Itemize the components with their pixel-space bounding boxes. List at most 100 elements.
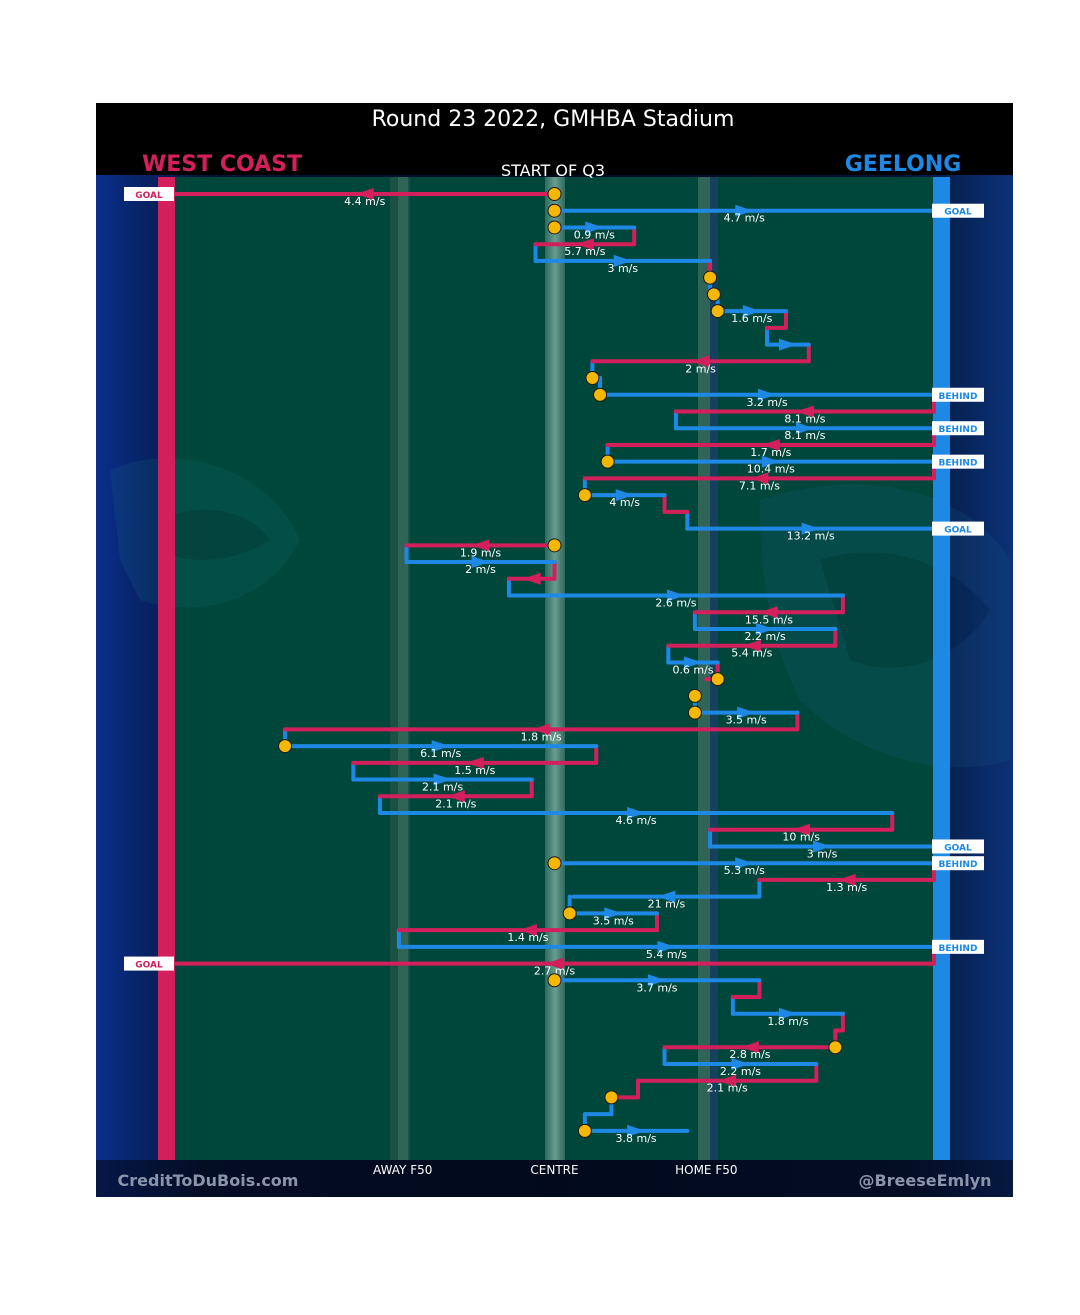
speed-label: 1.9 m/s <box>460 546 501 559</box>
stoppage-marker <box>600 454 615 469</box>
chain-arrow <box>666 589 685 602</box>
stoppage-marker <box>562 906 577 921</box>
speed-label: 4.6 m/s <box>616 814 657 827</box>
outcome-label: GOAL <box>135 191 163 201</box>
chain-arrow <box>759 606 778 619</box>
speed-label: 2.7 m/s <box>534 965 575 978</box>
speed-label: 3 m/s <box>807 847 838 860</box>
chain-arrow <box>471 556 490 569</box>
speed-label: 7.1 m/s <box>739 479 780 492</box>
stoppage-marker <box>547 187 562 201</box>
stoppage-marker <box>604 1090 619 1105</box>
speed-label: 2.1 m/s <box>707 1082 748 1095</box>
chain-arrow <box>684 656 703 669</box>
outcome-label: BEHIND <box>939 860 978 870</box>
chain-layer: 4.4 m/s4.7 m/s0.9 m/s5.7 m/s3 m/s1.6 m/s… <box>173 187 936 1145</box>
speed-label: 4.7 m/s <box>724 212 765 225</box>
chain-arrow <box>792 823 811 836</box>
chain-arrow <box>731 1057 750 1070</box>
stoppage-marker <box>687 705 702 720</box>
speed-label: 5.4 m/s <box>731 647 772 660</box>
outcome-label: BEHIND <box>939 944 978 954</box>
speed-label: 3.5 m/s <box>593 914 634 927</box>
outcome-tag <box>932 203 984 218</box>
chain-arrow <box>355 188 374 200</box>
speed-label: 4.4 m/s <box>344 195 385 208</box>
outcome-tag <box>932 839 984 854</box>
chain-arrow <box>801 522 820 535</box>
chain-arrow <box>657 890 676 903</box>
chain-arrow <box>627 1124 646 1137</box>
chain-arrow <box>795 422 814 435</box>
stoppage-marker <box>687 688 702 703</box>
speed-label: 21 m/s <box>648 898 686 911</box>
header-band <box>96 103 1013 175</box>
chain-arrow <box>545 957 564 970</box>
chain-arrow <box>718 1074 737 1087</box>
chain-arrow <box>742 639 761 652</box>
away-f50-line <box>398 177 408 1160</box>
outcome-tag <box>932 454 984 469</box>
outcome-label: BEHIND <box>939 425 978 435</box>
x-tick-label: HOME F50 <box>675 1163 737 1177</box>
chain-arrow <box>756 622 775 635</box>
credit-right: @BreeseEmlyn <box>858 1171 991 1190</box>
speed-label: 1.3 m/s <box>826 881 867 894</box>
stoppage-marker <box>585 371 600 386</box>
speed-label: 2.2 m/s <box>745 630 786 643</box>
chain-arrow <box>657 940 676 953</box>
chain-arrow <box>761 438 780 451</box>
speed-label: 2.8 m/s <box>729 1048 770 1061</box>
chain-arrow <box>778 1007 797 1020</box>
outcome-tag <box>124 956 174 971</box>
x-axis: AWAY F50 CENTRE HOME F50 <box>373 1163 737 1177</box>
stoppage-marker <box>828 1040 843 1055</box>
stoppage-marker <box>547 538 562 553</box>
chain-arrow <box>750 472 769 485</box>
chain-arrow <box>532 723 551 736</box>
speed-label: 0.9 m/s <box>574 228 615 241</box>
outcome-label: GOAL <box>944 843 972 853</box>
x-tick-label: AWAY F50 <box>373 1163 432 1177</box>
speed-label: 3.5 m/s <box>726 714 767 727</box>
outcome-tag <box>932 521 984 536</box>
chain-arrow <box>465 756 484 769</box>
outcome-label: GOAL <box>135 961 163 971</box>
chain-arrow <box>737 706 756 719</box>
stoppage-marker <box>710 672 725 687</box>
stoppage-marker <box>706 287 721 302</box>
chain-arrow <box>446 790 465 803</box>
chain-arrow <box>735 857 754 870</box>
outcome-tag <box>932 856 984 871</box>
chain-arrow <box>778 338 797 351</box>
outcome-tag <box>932 387 984 402</box>
speed-label: 1.4 m/s <box>507 931 548 944</box>
speed-label: 3.8 m/s <box>616 1132 657 1145</box>
home-team-label: GEELONG <box>845 152 962 177</box>
speed-label: 2 m/s <box>685 362 716 375</box>
geelong-goal-bar <box>933 177 950 1160</box>
outcome-tag <box>124 187 174 201</box>
speed-label: 5.4 m/s <box>646 948 687 961</box>
stoppage-marker <box>547 856 562 871</box>
speed-label: 8.1 m/s <box>784 412 825 425</box>
away-team-label: WEST COAST <box>142 152 302 177</box>
x-tick-label: CENTRE <box>530 1163 578 1177</box>
speed-label: 3.7 m/s <box>636 981 677 994</box>
speed-label: 2.2 m/s <box>720 1065 761 1078</box>
stoppage-marker <box>278 739 293 754</box>
credit-left: CreditToDuBois.com <box>118 1171 299 1190</box>
chain-arrow <box>740 1041 759 1054</box>
outcome-tag <box>932 421 984 436</box>
outcome-layer: GOAL GOAL BEHIND BEHIND BEHIND GOAL GOAL BEHIND… <box>124 187 984 971</box>
speed-label: 1.8 m/s <box>767 1015 808 1028</box>
speed-label: 13.2 m/s <box>787 530 835 543</box>
chain-arrow <box>761 455 780 468</box>
home-f50-line-edge <box>710 177 718 1160</box>
chain-arrow <box>735 204 754 217</box>
speed-label: 8.1 m/s <box>784 429 825 442</box>
chain-arrow <box>813 840 832 853</box>
outcome-tag <box>932 939 984 954</box>
speed-label: 4 m/s <box>609 496 640 509</box>
